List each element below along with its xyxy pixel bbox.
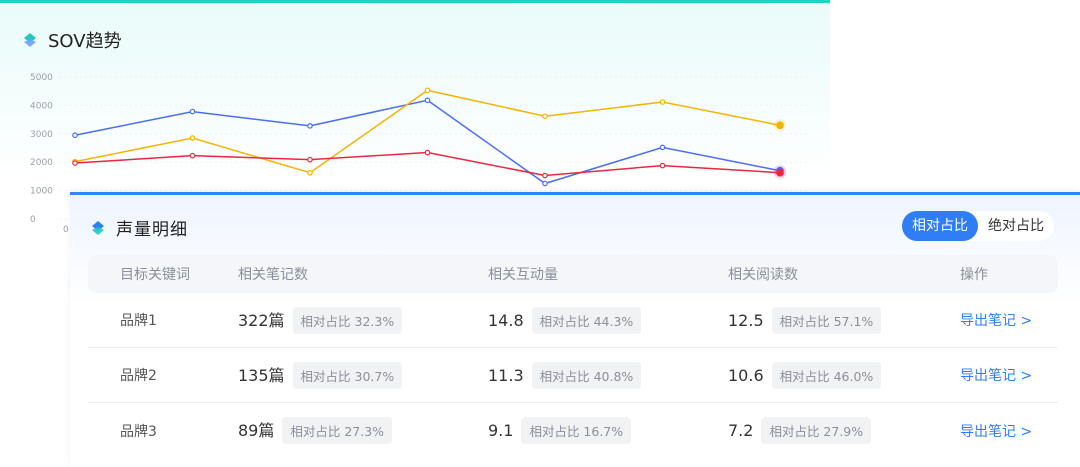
- table-header: 目标关键词 相关笔记数 相关互动量 相关阅读数 操作: [88, 255, 1058, 293]
- interaction-count: 9.1: [488, 421, 514, 440]
- series-line: [74, 151, 781, 177]
- toggle-relative-ratio[interactable]: 相对占比: [902, 211, 978, 241]
- ratio-toggle: 相对占比 绝对占比: [902, 211, 1054, 241]
- x-tick-label: 0: [63, 225, 69, 235]
- data-point[interactable]: [659, 99, 666, 105]
- brand-name: 品牌3: [120, 423, 157, 440]
- data-point[interactable]: [72, 132, 78, 139]
- y-tick-label: 3000: [30, 130, 53, 140]
- interaction-ratio-badge: 相对占比 44.3%: [531, 306, 642, 334]
- volume-detail-card: 声量明细 相对占比 绝对占比 目标关键词 相关笔记数 相关互动量 相关阅读数 操…: [70, 192, 1080, 467]
- y-tick-label: 4000: [30, 101, 53, 111]
- read-ratio-badge: 相对占比 46.0%: [771, 361, 882, 389]
- notes-ratio-badge: 相对占比 32.3%: [292, 306, 403, 334]
- notes-count: 135篇: [238, 365, 285, 385]
- brand-name: 品牌1: [120, 313, 157, 329]
- sov-title: SOV趋势: [48, 31, 122, 52]
- toggle-absolute-ratio[interactable]: 绝对占比: [988, 218, 1044, 234]
- data-point[interactable]: [307, 123, 313, 129]
- read-count: 7.2: [728, 421, 754, 440]
- y-tick-label: 0: [30, 215, 36, 225]
- data-point[interactable]: [776, 168, 784, 177]
- data-point[interactable]: [542, 113, 548, 119]
- data-point[interactable]: [189, 135, 196, 141]
- read-count: 12.5: [728, 310, 764, 330]
- data-point[interactable]: [424, 87, 431, 94]
- read-ratio-badge: 相对占比 57.1%: [771, 306, 882, 334]
- data-point[interactable]: [542, 172, 548, 179]
- data-point[interactable]: [72, 160, 78, 166]
- export-notes-link[interactable]: 导出笔记 >: [960, 313, 1033, 329]
- notes-ratio-badge: 相对占比 27.3%: [282, 417, 393, 444]
- table-row: 品牌2 135篇 相对占比 30.7% 11.3 相对占比 40.8% 10.6 相对…: [88, 348, 1058, 403]
- brand-name: 品牌2: [120, 368, 157, 384]
- sov-line-chart: 5000 4000 3000 2000 1000 0 0: [30, 73, 810, 235]
- data-point[interactable]: [424, 149, 431, 156]
- data-point[interactable]: [659, 162, 666, 169]
- table-row: 品牌3 89篇 相对占比 27.3% 9.1 相对占比 16.7% 7.2 相对占比 …: [88, 403, 1058, 458]
- y-tick-label: 2000: [30, 158, 53, 168]
- data-point[interactable]: [659, 144, 666, 151]
- notes-count: 322篇: [238, 310, 285, 330]
- table-row: 品牌1 322篇 相对占比 32.3% 14.8 相对占比 44.3% 12.5 相对…: [88, 293, 1058, 348]
- header-interactions: 相关互动量: [488, 267, 558, 283]
- data-point[interactable]: [189, 108, 196, 115]
- notes-ratio-badge: 相对占比 30.7%: [292, 361, 403, 389]
- diamond-icon: [24, 33, 36, 47]
- interaction-count: 14.8: [488, 310, 524, 330]
- data-point[interactable]: [307, 156, 313, 163]
- header-notes: 相关笔记数: [238, 267, 308, 283]
- read-count: 10.6: [728, 365, 764, 385]
- series-line: [74, 99, 781, 185]
- export-notes-link[interactable]: 导出笔记 >: [960, 423, 1033, 440]
- data-point[interactable]: [542, 180, 548, 187]
- data-point[interactable]: [307, 169, 313, 176]
- interaction-ratio-badge: 相对占比 40.8%: [531, 361, 642, 389]
- data-point[interactable]: [776, 121, 784, 130]
- notes-count: 89篇: [238, 421, 275, 440]
- y-tick-label: 1000: [30, 187, 53, 197]
- data-point[interactable]: [189, 152, 196, 159]
- interaction-ratio-badge: 相对占比 16.7%: [521, 417, 632, 444]
- interaction-count: 11.3: [488, 365, 524, 385]
- export-notes-link[interactable]: 导出笔记 >: [960, 368, 1033, 384]
- header-keyword: 目标关键词: [120, 267, 190, 283]
- diamond-icon: [92, 220, 104, 235]
- data-point[interactable]: [424, 97, 431, 104]
- header-reads: 相关阅读数: [728, 267, 798, 283]
- volume-table: 目标关键词 相关笔记数 相关互动量 相关阅读数 操作 品牌1 322篇 相对占比 …: [88, 255, 1058, 458]
- volume-title: 声量明细: [116, 220, 188, 240]
- sov-header: SOV趋势: [24, 27, 122, 53]
- volume-header: 声量明细: [92, 215, 188, 240]
- read-ratio-badge: 相对占比 27.9%: [761, 417, 872, 444]
- header-action: 操作: [960, 267, 988, 283]
- y-tick-label: 5000: [30, 73, 53, 83]
